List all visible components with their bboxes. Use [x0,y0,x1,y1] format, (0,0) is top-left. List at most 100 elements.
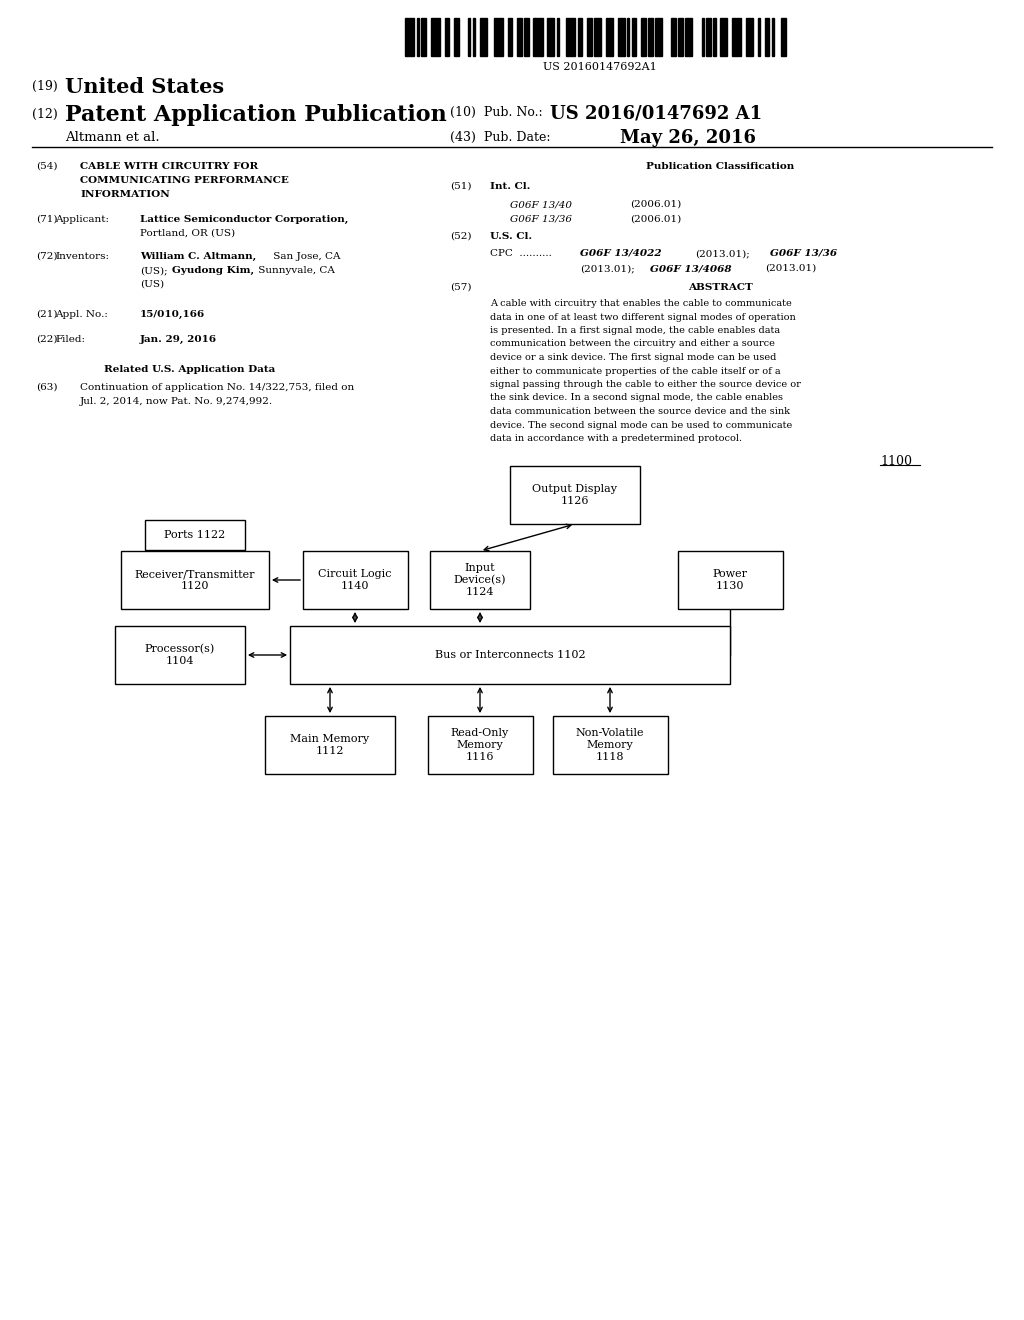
Bar [732,18,741,55]
Text: INFORMATION: INFORMATION [80,190,170,199]
Text: G06F 13/36: G06F 13/36 [510,215,572,224]
Bar [517,18,522,55]
Text: CABLE WITH CIRCUITRY FOR: CABLE WITH CIRCUITRY FOR [80,162,258,172]
Bar [701,18,703,55]
Bar [627,18,629,55]
Bar [655,18,662,55]
Text: Bus or Interconnects 1102: Bus or Interconnects 1102 [434,649,586,660]
Text: device or a sink device. The first signal mode can be used: device or a sink device. The first signa… [490,352,776,362]
Text: Input
Device(s)
1124: Input Device(s) 1124 [454,564,506,597]
Text: Ports 1122: Ports 1122 [165,531,225,540]
Text: data in one of at least two different signal modes of operation: data in one of at least two different si… [490,313,796,322]
Text: Sunnyvale, CA: Sunnyvale, CA [255,267,335,275]
Bar [468,18,470,55]
Text: (22): (22) [36,335,57,345]
Text: (72): (72) [36,252,57,261]
Text: Patent Application Publication: Patent Application Publication [65,104,446,125]
Bar [566,18,575,55]
Bar [678,18,683,55]
Bar [427,715,532,774]
Text: Non-Volatile
Memory
1118: Non-Volatile Memory 1118 [575,729,644,762]
Bar [632,18,636,55]
Text: 1100: 1100 [880,455,912,469]
Text: (19): (19) [32,81,57,92]
Text: is presented. In a first signal mode, the cable enables data: is presented. In a first signal mode, th… [490,326,780,335]
Bar [406,18,415,55]
Bar [302,550,408,609]
Bar [431,18,440,55]
Text: (43)  Pub. Date:: (43) Pub. Date: [450,131,551,144]
Text: US 2016/0147692 A1: US 2016/0147692 A1 [550,104,762,121]
Bar [115,626,245,684]
Text: Altmann et al.: Altmann et al. [65,131,160,144]
Text: (71): (71) [36,215,57,224]
Text: Continuation of application No. 14/322,753, filed on: Continuation of application No. 14/322,7… [80,383,354,392]
Text: (57): (57) [450,282,471,292]
Text: signal passing through the cable to either the source device or: signal passing through the cable to eith… [490,380,801,389]
Text: Output Display
1126: Output Display 1126 [532,484,617,506]
Bar [685,18,692,55]
Bar [641,18,645,55]
Text: G06F 13/36: G06F 13/36 [770,249,838,257]
Text: (63): (63) [36,383,57,392]
Text: device. The second signal mode can be used to communicate: device. The second signal mode can be us… [490,421,793,429]
Bar [417,18,419,55]
Text: San Jose, CA: San Jose, CA [270,252,341,261]
Text: Applicant:: Applicant: [55,215,109,224]
Bar [508,18,512,55]
Bar [479,18,486,55]
Bar [648,18,652,55]
Text: Publication Classification: Publication Classification [646,162,795,172]
Text: (US): (US) [140,280,164,289]
Text: (2006.01): (2006.01) [630,215,681,224]
Text: data in accordance with a predetermined protocol.: data in accordance with a predetermined … [490,434,742,444]
Text: (21): (21) [36,310,57,319]
Text: CPC  ..........: CPC .......... [490,249,552,257]
Text: Lattice Semiconductor Corporation,: Lattice Semiconductor Corporation, [140,215,348,224]
Text: Related U.S. Application Data: Related U.S. Application Data [104,366,275,374]
Text: Gyudong Kim,: Gyudong Kim, [172,267,254,275]
Bar [444,18,450,55]
Text: Receiver/Transmitter
1120: Receiver/Transmitter 1120 [135,569,255,591]
Text: Appl. No.:: Appl. No.: [55,310,108,319]
Bar [290,626,730,684]
Bar [606,18,612,55]
Text: COMMUNICATING PERFORMANCE: COMMUNICATING PERFORMANCE [80,176,289,185]
Text: either to communicate properties of the cable itself or of a: either to communicate properties of the … [490,367,780,375]
Text: 15/010,166: 15/010,166 [140,310,205,319]
Bar [534,18,543,55]
Bar [678,550,782,609]
Bar [758,18,760,55]
Bar [594,18,601,55]
Text: the sink device. In a second signal mode, the cable enables: the sink device. In a second signal mode… [490,393,783,403]
Text: Read-Only
Memory
1116: Read-Only Memory 1116 [451,729,509,762]
Bar [671,18,676,55]
Bar [510,466,640,524]
Text: May 26, 2016: May 26, 2016 [620,129,756,147]
Text: A cable with circuitry that enables the cable to communicate: A cable with circuitry that enables the … [490,300,792,308]
Bar [587,18,592,55]
Text: Power
1130: Power 1130 [713,569,748,591]
Text: Filed:: Filed: [55,335,85,345]
Bar [765,18,769,55]
Bar [557,18,559,55]
Text: United States: United States [65,77,224,96]
Text: Int. Cl.: Int. Cl. [490,182,530,191]
Text: (2013.01);: (2013.01); [695,249,750,257]
Text: Circuit Logic
1140: Circuit Logic 1140 [318,569,392,591]
Text: Jul. 2, 2014, now Pat. No. 9,274,992.: Jul. 2, 2014, now Pat. No. 9,274,992. [80,397,273,407]
Text: U.S. Cl.: U.S. Cl. [490,232,532,242]
Text: (2013.01);: (2013.01); [580,264,635,273]
Text: Portland, OR (US): Portland, OR (US) [140,228,236,238]
Text: (54): (54) [36,162,57,172]
Bar [548,18,554,55]
Bar [772,18,774,55]
Text: G06F 13/4022: G06F 13/4022 [580,249,662,257]
Text: (51): (51) [450,182,471,191]
Text: US 20160147692A1: US 20160147692A1 [543,62,656,73]
Bar [781,18,785,55]
Bar [265,715,395,774]
Text: (US);: (US); [140,267,168,275]
Text: G06F 13/40: G06F 13/40 [510,201,572,209]
Text: (52): (52) [450,232,471,242]
